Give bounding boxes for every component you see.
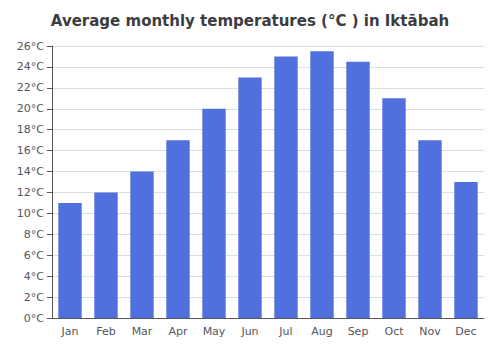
svg-text:14°C: 14°C bbox=[17, 165, 44, 178]
svg-text:4°C: 4°C bbox=[24, 270, 44, 283]
svg-text:Average monthly temperatures (: Average monthly temperatures (°C ) in Ik… bbox=[51, 12, 449, 30]
svg-text:Sep: Sep bbox=[348, 325, 369, 338]
svg-text:12°C: 12°C bbox=[17, 186, 44, 199]
svg-text:Oct: Oct bbox=[384, 325, 404, 338]
svg-text:Jan: Jan bbox=[61, 325, 79, 338]
svg-text:Jul: Jul bbox=[278, 325, 292, 338]
svg-text:0°C: 0°C bbox=[24, 312, 44, 325]
svg-text:Apr: Apr bbox=[168, 325, 188, 338]
svg-text:Dec: Dec bbox=[455, 325, 476, 338]
svg-text:26°C: 26°C bbox=[17, 40, 44, 53]
svg-text:Feb: Feb bbox=[96, 325, 115, 338]
svg-text:24°C: 24°C bbox=[17, 60, 44, 73]
svg-text:Jun: Jun bbox=[240, 325, 258, 338]
svg-text:16°C: 16°C bbox=[17, 144, 44, 157]
svg-text:May: May bbox=[203, 325, 226, 338]
svg-text:2°C: 2°C bbox=[24, 291, 44, 304]
svg-text:10°C: 10°C bbox=[17, 207, 44, 220]
svg-text:8°C: 8°C bbox=[24, 228, 44, 241]
svg-text:18°C: 18°C bbox=[17, 123, 44, 136]
svg-text:Mar: Mar bbox=[132, 325, 153, 338]
svg-text:Nov: Nov bbox=[419, 325, 441, 338]
svg-text:6°C: 6°C bbox=[24, 249, 44, 262]
svg-text:Aug: Aug bbox=[311, 325, 332, 338]
svg-text:20°C: 20°C bbox=[17, 102, 44, 115]
svg-text:22°C: 22°C bbox=[17, 81, 44, 94]
